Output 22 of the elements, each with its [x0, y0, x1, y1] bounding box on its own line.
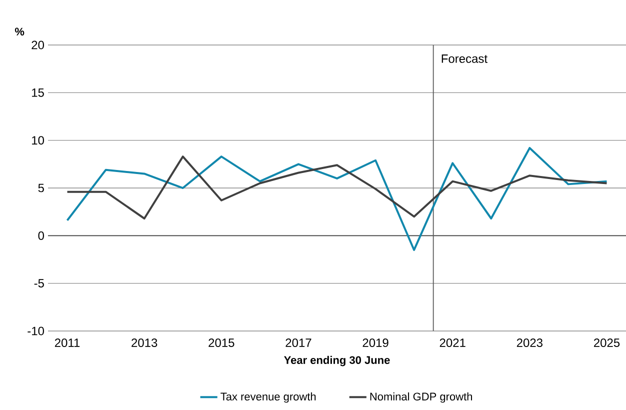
y-tick-label: 20 [32, 40, 44, 50]
ref-line-label: Forecast [442, 54, 488, 63]
y-axis-title: % [14, 28, 24, 36]
y-tick-label: 15 [32, 88, 44, 97]
x-tick-label: 2021 [440, 338, 466, 348]
x-axis-title: Year ending 30 June [284, 356, 390, 366]
x-tick-label: 2019 [362, 338, 388, 348]
x-tick-label: 2025 [594, 338, 620, 348]
x-tick-label: 2023 [516, 338, 542, 348]
y-tick-label: 10 [32, 136, 44, 145]
y-tick-label: 0 [38, 231, 44, 240]
y-tick-label: 5 [38, 184, 44, 192]
line-series [66, 156, 608, 220]
legend-label: Tax revenue growth [220, 392, 316, 403]
x-tick-label: 2013 [132, 338, 158, 348]
x-tick-label: 2017 [286, 338, 312, 348]
y-tick-label: -5 [34, 279, 44, 288]
y-tick-label: -10 [28, 326, 44, 336]
x-tick-label: 2015 [208, 338, 234, 348]
x-tick-label: 2011 [54, 338, 80, 348]
legend-label: Nominal GDP growth [370, 392, 472, 403]
line-series [66, 146, 608, 251]
